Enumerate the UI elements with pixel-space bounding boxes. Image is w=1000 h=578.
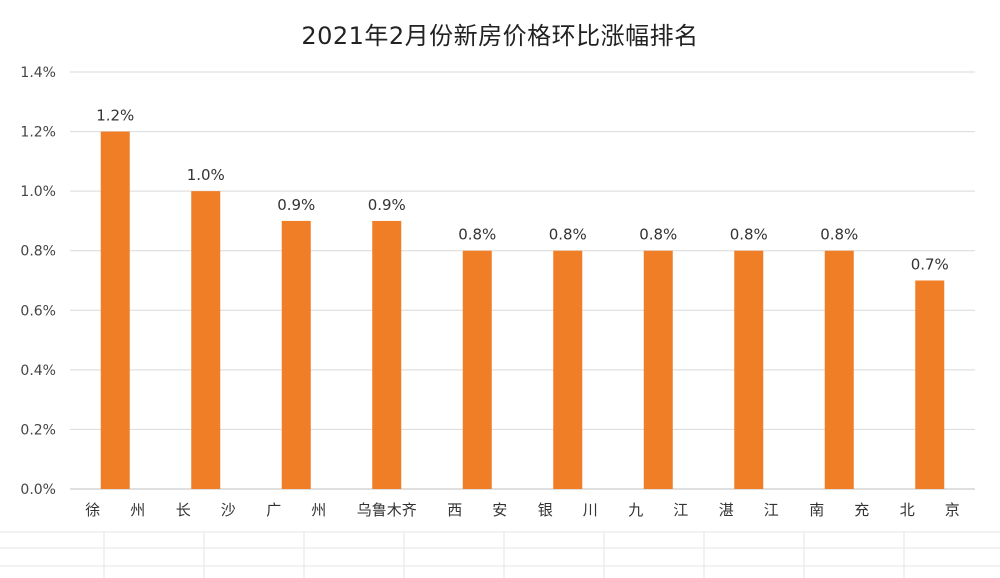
- y-tick-label: 0.4%: [20, 363, 56, 379]
- data-label: 0.8%: [820, 226, 858, 244]
- data-label: 0.9%: [368, 196, 406, 214]
- x-tick-label: 徐 州: [85, 501, 145, 519]
- bar: [915, 280, 945, 489]
- data-label: 0.8%: [730, 226, 768, 244]
- x-tick-label: 九 江: [628, 501, 688, 519]
- bar: [734, 250, 764, 489]
- x-tick-label: 长 沙: [176, 501, 236, 519]
- data-label: 1.0%: [187, 166, 225, 184]
- bar: [824, 250, 854, 489]
- y-tick-label: 0.6%: [20, 303, 56, 319]
- data-label: 0.7%: [911, 256, 949, 274]
- data-label: 0.9%: [277, 196, 315, 214]
- bar: [462, 250, 492, 489]
- x-tick-label: 乌鲁木齐: [357, 501, 417, 519]
- x-tick-label: 北 京: [900, 501, 960, 519]
- y-tick-label: 0.2%: [20, 422, 56, 438]
- chart-title: 2021年2月份新房价格环比涨幅排名: [301, 22, 699, 50]
- data-label: 0.8%: [639, 226, 677, 244]
- bar: [191, 191, 221, 489]
- y-tick-label: 1.0%: [20, 184, 56, 200]
- chart-plot: 0.0% 0.2% 0.4% 0.6% 0.8% 1.0% 1.2% 1.4% 1.2% 徐 州 1…: [20, 65, 975, 519]
- bar: [281, 220, 311, 489]
- x-tick-label: 湛 江: [719, 501, 779, 519]
- bar: [100, 131, 130, 490]
- bar: [372, 220, 402, 489]
- x-tick-label: 西 安: [447, 501, 507, 519]
- x-tick-label: 广 州: [266, 501, 326, 519]
- bar: [553, 250, 583, 489]
- x-tick-label: 南 充: [809, 501, 869, 519]
- y-tick-label: 0.8%: [20, 244, 56, 260]
- y-tick-label: 1.4%: [20, 65, 56, 81]
- y-tick-label: 1.2%: [20, 125, 56, 141]
- bar: [643, 250, 673, 489]
- x-tick-label: 银 川: [538, 501, 598, 519]
- data-label: 1.2%: [96, 107, 134, 125]
- y-tick-label: 0.0%: [20, 482, 56, 498]
- data-label: 0.8%: [549, 226, 587, 244]
- data-label: 0.8%: [458, 226, 496, 244]
